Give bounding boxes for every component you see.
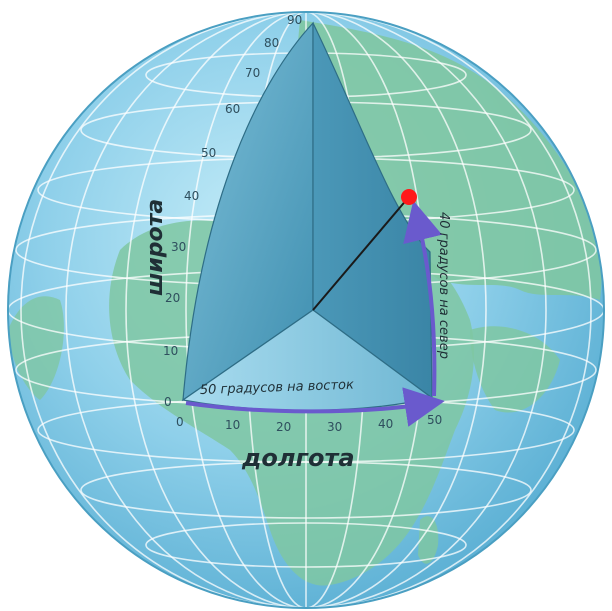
location-point — [401, 189, 417, 205]
wedge-face-west — [182, 21, 314, 402]
lat-tick-60: 60 — [225, 102, 240, 116]
longitude-ticks: 0 10 20 30 40 50 — [176, 413, 442, 434]
lat-tick-0: 0 — [164, 395, 172, 409]
lon-tick-20: 20 — [276, 420, 291, 434]
latitude-ticks: 0 10 20 30 40 50 60 70 80 90 — [163, 13, 302, 409]
lat-tick-20: 20 — [165, 291, 180, 305]
lat-tick-30: 30 — [171, 240, 186, 254]
lat-tick-50: 50 — [201, 146, 216, 160]
latitude-word: широта — [143, 199, 168, 296]
lat-tick-80: 80 — [264, 36, 279, 50]
lat-tick-10: 10 — [163, 344, 178, 358]
north-label: 40 градусов на север — [436, 212, 451, 359]
lon-tick-40: 40 — [378, 417, 393, 431]
landmass-eurasia — [296, 20, 602, 300]
landmass-madagascar — [418, 516, 439, 564]
east-label: 50 градусов на восток — [200, 378, 355, 398]
lat-tick-90: 90 — [287, 13, 302, 27]
wedge-face-east — [312, 22, 433, 400]
wedge-cutaway — [181, 21, 434, 411]
lat-tick-40: 40 — [184, 189, 199, 203]
lon-tick-30: 30 — [327, 420, 342, 434]
longitude-word: долгота — [241, 444, 355, 472]
globe-outline — [7, 11, 605, 609]
radius-line — [312, 197, 409, 311]
lon-tick-50: 50 — [427, 413, 442, 427]
east-arrow — [185, 387, 445, 427]
lon-tick-10: 10 — [225, 418, 240, 432]
lon-tick-0: 0 — [176, 415, 184, 429]
north-arrow — [403, 200, 443, 397]
lat-tick-70: 70 — [245, 66, 260, 80]
